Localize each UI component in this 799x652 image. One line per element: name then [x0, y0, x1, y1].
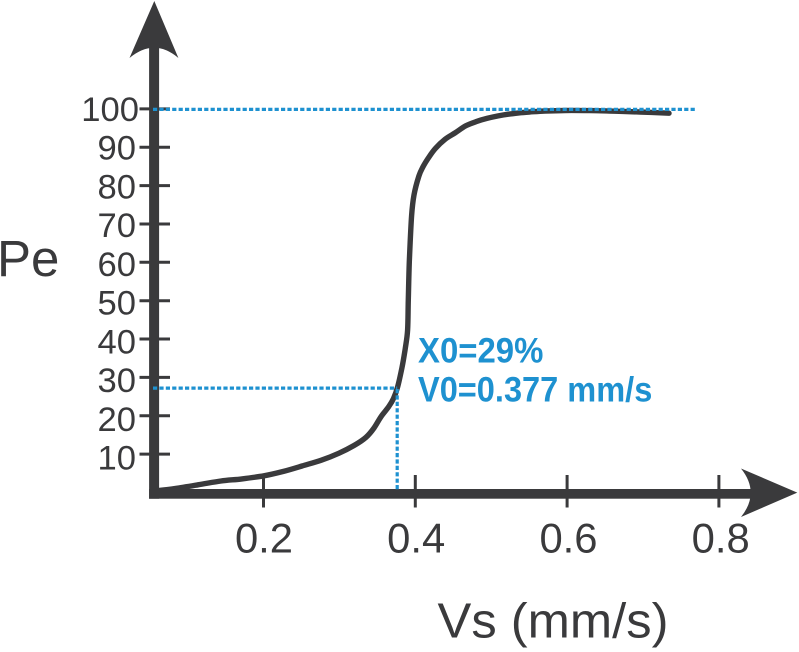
svg-text:0.8: 0.8	[692, 514, 750, 561]
svg-text:Pe: Pe	[0, 230, 59, 287]
svg-text:80: 80	[98, 169, 136, 207]
svg-text:0.2: 0.2	[235, 514, 293, 561]
svg-text:50: 50	[98, 285, 136, 323]
svg-text:X0=29%: X0=29%	[418, 330, 543, 370]
svg-text:100: 100	[81, 91, 139, 129]
svg-text:90: 90	[98, 130, 136, 168]
svg-text:40: 40	[98, 323, 136, 361]
svg-text:70: 70	[98, 207, 136, 245]
svg-text:0.6: 0.6	[539, 514, 597, 561]
svg-text:Vs (mm/s): Vs (mm/s)	[438, 593, 669, 648]
svg-text:V0=0.377 mm/s: V0=0.377 mm/s	[418, 370, 652, 410]
svg-text:0.4: 0.4	[387, 514, 445, 561]
svg-text:20: 20	[98, 401, 136, 439]
svg-text:10: 10	[98, 440, 136, 478]
svg-text:30: 30	[98, 362, 136, 400]
svg-text:60: 60	[98, 246, 136, 284]
